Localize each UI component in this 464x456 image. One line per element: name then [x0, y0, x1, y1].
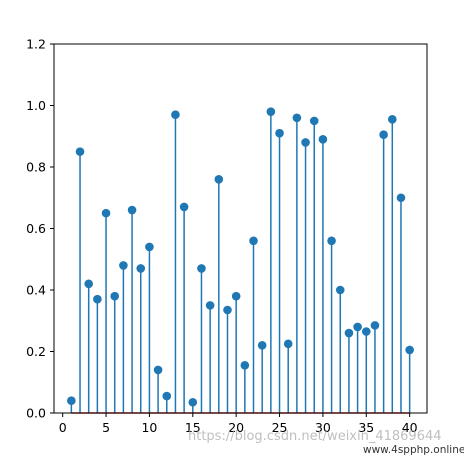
x-tick-label: 25 [272, 420, 288, 435]
x-tick-label: 10 [141, 420, 157, 435]
stem-marker [110, 291, 120, 301]
marker-series [67, 107, 414, 407]
x-tick-label: 0 [59, 420, 67, 435]
y-tick-label: 0.8 [26, 160, 46, 175]
stem-marker [240, 361, 250, 370]
stem-series [70, 111, 411, 413]
stem-marker [405, 345, 414, 355]
stem-marker [318, 135, 328, 144]
stem-marker [205, 301, 215, 310]
stem-marker [188, 397, 198, 407]
stem-marker [75, 147, 85, 156]
watermark-site: www.4spphp.online [363, 444, 464, 456]
stem-marker [145, 242, 154, 252]
stem-marker [136, 264, 146, 273]
y-tick-label: 0.6 [26, 221, 46, 236]
x-tick-label: 20 [228, 420, 244, 435]
stem-marker [379, 130, 388, 140]
x-tick-label: 30 [315, 420, 331, 435]
stem-marker [283, 339, 293, 349]
stem-marker [353, 322, 362, 332]
plot-frame [53, 43, 428, 414]
y-tick-label: 0.0 [26, 406, 46, 421]
stem-marker [327, 236, 336, 246]
x-axis: 0 5 10 15 20 25 30 35 40 [59, 413, 418, 435]
stem-marker [249, 236, 258, 246]
stem-marker [344, 328, 354, 338]
stem-marker [370, 321, 380, 330]
stem-marker [396, 193, 406, 203]
stem-marker [257, 341, 267, 350]
y-axis: 0.0 0.2 0.4 0.6 0.8 1.0 1.2 [26, 37, 54, 421]
stem-marker [275, 128, 284, 138]
stem-marker [223, 305, 232, 315]
stem-marker [127, 205, 137, 215]
x-tick-label: 5 [102, 420, 110, 435]
stem-marker [171, 110, 180, 120]
stem-marker [388, 115, 397, 124]
stem-marker [266, 107, 276, 116]
y-tick-label: 1.2 [26, 37, 46, 52]
watermark-url: https://blog.csdn.net/weixin_41869644 [188, 429, 442, 444]
stem-marker [292, 113, 302, 123]
stem-marker [119, 261, 128, 270]
stem-marker [153, 365, 163, 375]
x-tick-label: 35 [358, 420, 374, 435]
stem-marker [101, 208, 111, 218]
x-tick-label: 40 [402, 420, 418, 435]
stem-marker [67, 396, 76, 406]
stem-marker [214, 175, 224, 184]
stem-marker [84, 279, 93, 289]
stem-marker [301, 138, 310, 147]
stem-marker [231, 291, 241, 301]
stem-marker [309, 116, 319, 126]
stem-marker [162, 391, 172, 401]
y-tick-label: 1.0 [26, 98, 46, 113]
x-tick-label: 15 [185, 420, 201, 435]
y-tick-label: 0.2 [26, 344, 46, 359]
y-tick-label: 0.4 [26, 283, 46, 298]
stem-marker [361, 327, 371, 336]
stem-marker [179, 202, 189, 212]
stem-marker [197, 264, 206, 273]
stem-marker [335, 285, 345, 295]
stem-marker [93, 294, 102, 304]
